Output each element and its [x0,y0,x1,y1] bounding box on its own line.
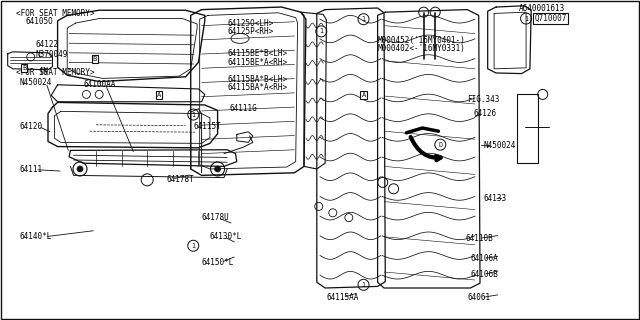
Circle shape [214,166,221,172]
Text: A: A [362,92,365,98]
Text: 1: 1 [319,28,323,34]
Text: N450024: N450024 [19,78,52,87]
Text: 1: 1 [524,16,528,21]
Text: N450024: N450024 [483,141,516,150]
Text: [N: [N [38,66,49,75]
Circle shape [77,166,83,172]
Text: A: A [157,92,161,98]
Text: 64115BE*B<LH>: 64115BE*B<LH> [227,49,287,58]
Text: B: B [22,65,26,71]
Text: 64115AA: 64115AA [326,293,359,302]
Text: 64120: 64120 [19,122,42,131]
Text: 64061: 64061 [467,293,490,302]
Text: 64115BA*B<LH>: 64115BA*B<LH> [227,75,287,84]
Text: 64125P<RH>: 64125P<RH> [227,27,273,36]
Text: 64140*L: 64140*L [19,232,52,241]
Text: 1: 1 [191,243,195,249]
Text: 64178T: 64178T [166,175,194,184]
Text: 64106B: 64106B [470,270,498,279]
Text: 64133: 64133 [483,194,506,203]
Text: 64178U: 64178U [202,213,229,222]
Text: 64130*L: 64130*L [210,232,243,241]
Text: 64122: 64122 [35,40,58,49]
FancyArrowPatch shape [411,137,440,160]
Text: 64100AA: 64100AA [83,80,116,89]
Text: 64115T: 64115T [193,122,221,131]
Text: A640001613: A640001613 [518,4,564,13]
Text: 64115BA*A<RH>: 64115BA*A<RH> [227,84,287,92]
Text: 1: 1 [362,16,365,22]
Text: 64115BE*A<RH>: 64115BE*A<RH> [227,58,287,67]
Text: M000452('16MY0401-): M000452('16MY0401-) [378,36,465,44]
Text: <FOR SEAT MEMORY>: <FOR SEAT MEMORY> [16,68,95,77]
Text: Q710007: Q710007 [534,14,566,23]
Text: M000402<-'16MY0331): M000402<-'16MY0331) [378,44,465,53]
Text: 64106A: 64106A [470,254,498,263]
Text: 64110B: 64110B [466,234,493,243]
Text: 64126: 64126 [474,109,497,118]
Text: 64111G: 64111G [229,104,257,113]
Text: 1: 1 [191,112,195,117]
Text: 1: 1 [362,282,365,288]
Text: 64105O: 64105O [26,17,53,26]
Text: 64150*L: 64150*L [202,258,234,267]
Text: D: D [438,142,442,148]
Text: <FOR SEAT MEMORY>: <FOR SEAT MEMORY> [16,9,95,18]
Text: FIG.343: FIG.343 [467,95,500,104]
Text: 64125O<LH>: 64125O<LH> [227,19,273,28]
Text: B: B [93,56,97,62]
Text: N370049: N370049 [35,50,68,59]
Text: 64111: 64111 [19,165,42,174]
